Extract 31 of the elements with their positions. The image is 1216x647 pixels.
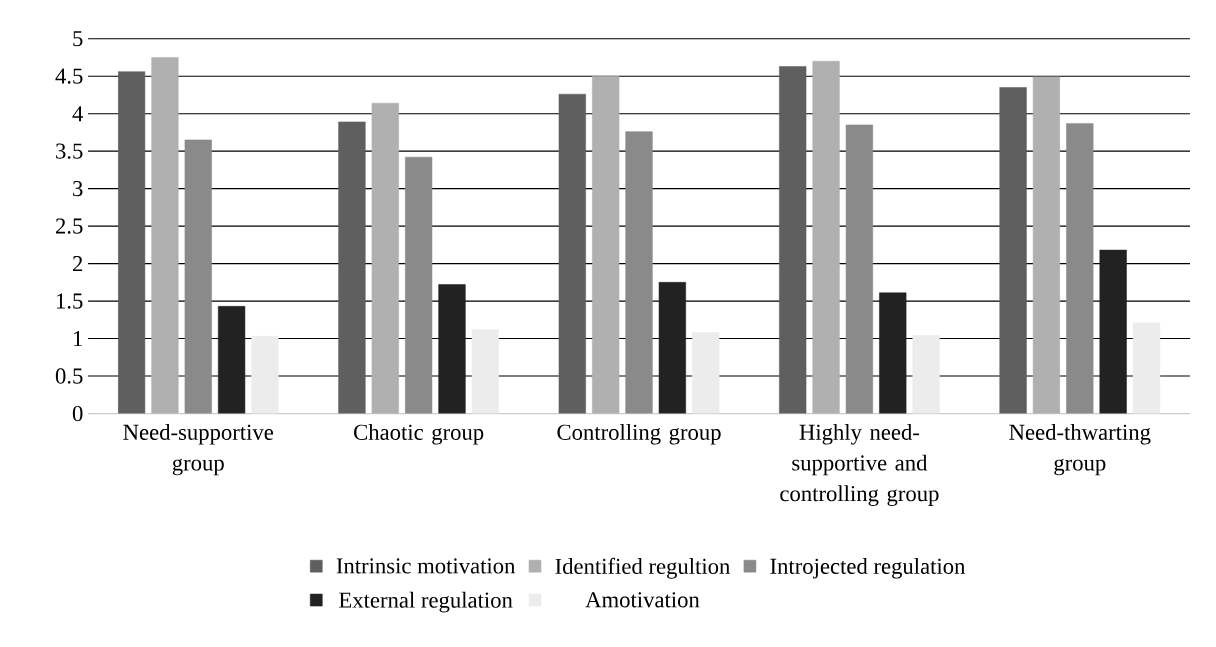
legend-label: Intrinsic motivation xyxy=(336,558,516,574)
bar xyxy=(338,121,366,414)
bar xyxy=(779,66,807,414)
bar xyxy=(999,87,1027,414)
y-tick-label: 5 xyxy=(73,31,83,47)
bar xyxy=(558,93,586,414)
x-tick-label: Chaotic group xyxy=(354,423,484,445)
bar xyxy=(658,282,686,414)
x-tick-label: Controlling group xyxy=(557,423,721,445)
bar xyxy=(217,306,246,414)
legend-label: Identified regultion xyxy=(555,557,731,579)
legend-label: Introjected regulation xyxy=(770,557,966,579)
bar xyxy=(438,284,466,414)
y-tick-label: 1.5 xyxy=(56,293,83,309)
x-tick-label: Need-supportive group xyxy=(123,423,274,476)
bar xyxy=(879,292,907,414)
y-tick-label: 3.5 xyxy=(56,143,83,159)
x-tick-label: Highly need-supportive and controlling group xyxy=(780,423,939,506)
bar xyxy=(1099,249,1127,414)
y-tick-label: 2 xyxy=(73,256,83,272)
y-tick-label: 0.5 xyxy=(55,368,83,384)
y-tick-label: 3 xyxy=(73,181,83,197)
y-tick-label: 4 xyxy=(72,106,83,122)
y-tick-label: 0 xyxy=(72,405,83,422)
legend-label: External regulation xyxy=(339,591,513,613)
y-tick-label: 4.5 xyxy=(55,68,83,84)
bar xyxy=(117,71,146,414)
y-tick-label: 2.5 xyxy=(56,218,83,234)
y-tick-label: 1 xyxy=(73,331,82,347)
legend-label: Amotivation xyxy=(585,592,700,608)
x-tick-label: Need-thwarting group xyxy=(1009,423,1151,476)
